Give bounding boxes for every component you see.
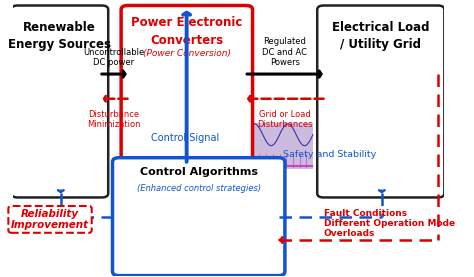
FancyBboxPatch shape: [20, 112, 100, 155]
Text: Uncontrollable
DC power: Uncontrollable DC power: [83, 48, 145, 67]
FancyBboxPatch shape: [121, 192, 274, 270]
Text: Regulated
DC and AC
Powers: Regulated DC and AC Powers: [263, 37, 308, 67]
FancyBboxPatch shape: [317, 6, 444, 198]
Text: Renewable: Renewable: [23, 20, 96, 34]
FancyBboxPatch shape: [112, 158, 285, 276]
FancyBboxPatch shape: [246, 124, 313, 169]
Bar: [164, 221, 186, 229]
Text: Energy Sources: Energy Sources: [8, 39, 111, 52]
Bar: [177, 257, 194, 265]
Text: Disturbance
Minimization: Disturbance Minimization: [87, 110, 141, 129]
FancyBboxPatch shape: [130, 124, 179, 182]
FancyBboxPatch shape: [20, 153, 100, 193]
Text: / Utility Grid: / Utility Grid: [340, 39, 421, 52]
Text: Reliability
Improvement: Reliability Improvement: [11, 209, 89, 230]
Bar: [242, 221, 264, 229]
FancyBboxPatch shape: [183, 124, 242, 182]
Text: Control Signal: Control Signal: [151, 134, 219, 143]
Bar: [203, 257, 220, 265]
Bar: [151, 257, 169, 265]
Text: Fault Conditions
Different Operation Mode
Overloads: Fault Conditions Different Operation Mod…: [324, 209, 455, 238]
Bar: [199, 240, 220, 248]
Text: Grid or Load
Disturbances: Grid or Load Disturbances: [257, 110, 313, 129]
Bar: [126, 221, 147, 229]
Bar: [126, 257, 143, 265]
Text: Safety and Stability: Safety and Stability: [283, 150, 376, 160]
Text: Electrical Load: Electrical Load: [332, 20, 429, 34]
FancyBboxPatch shape: [11, 6, 108, 198]
Text: (Enhanced control strategies): (Enhanced control strategies): [137, 184, 261, 193]
Text: Converters: Converters: [150, 34, 223, 47]
Text: Control Algorithms: Control Algorithms: [140, 167, 258, 177]
Bar: [126, 240, 147, 248]
Bar: [203, 221, 225, 229]
Bar: [229, 257, 246, 265]
Text: Power Electronic: Power Electronic: [131, 16, 243, 29]
FancyBboxPatch shape: [326, 153, 436, 193]
FancyBboxPatch shape: [121, 6, 253, 198]
Bar: [160, 240, 182, 248]
FancyBboxPatch shape: [326, 112, 436, 155]
Text: (Power Conversion): (Power Conversion): [143, 49, 231, 58]
